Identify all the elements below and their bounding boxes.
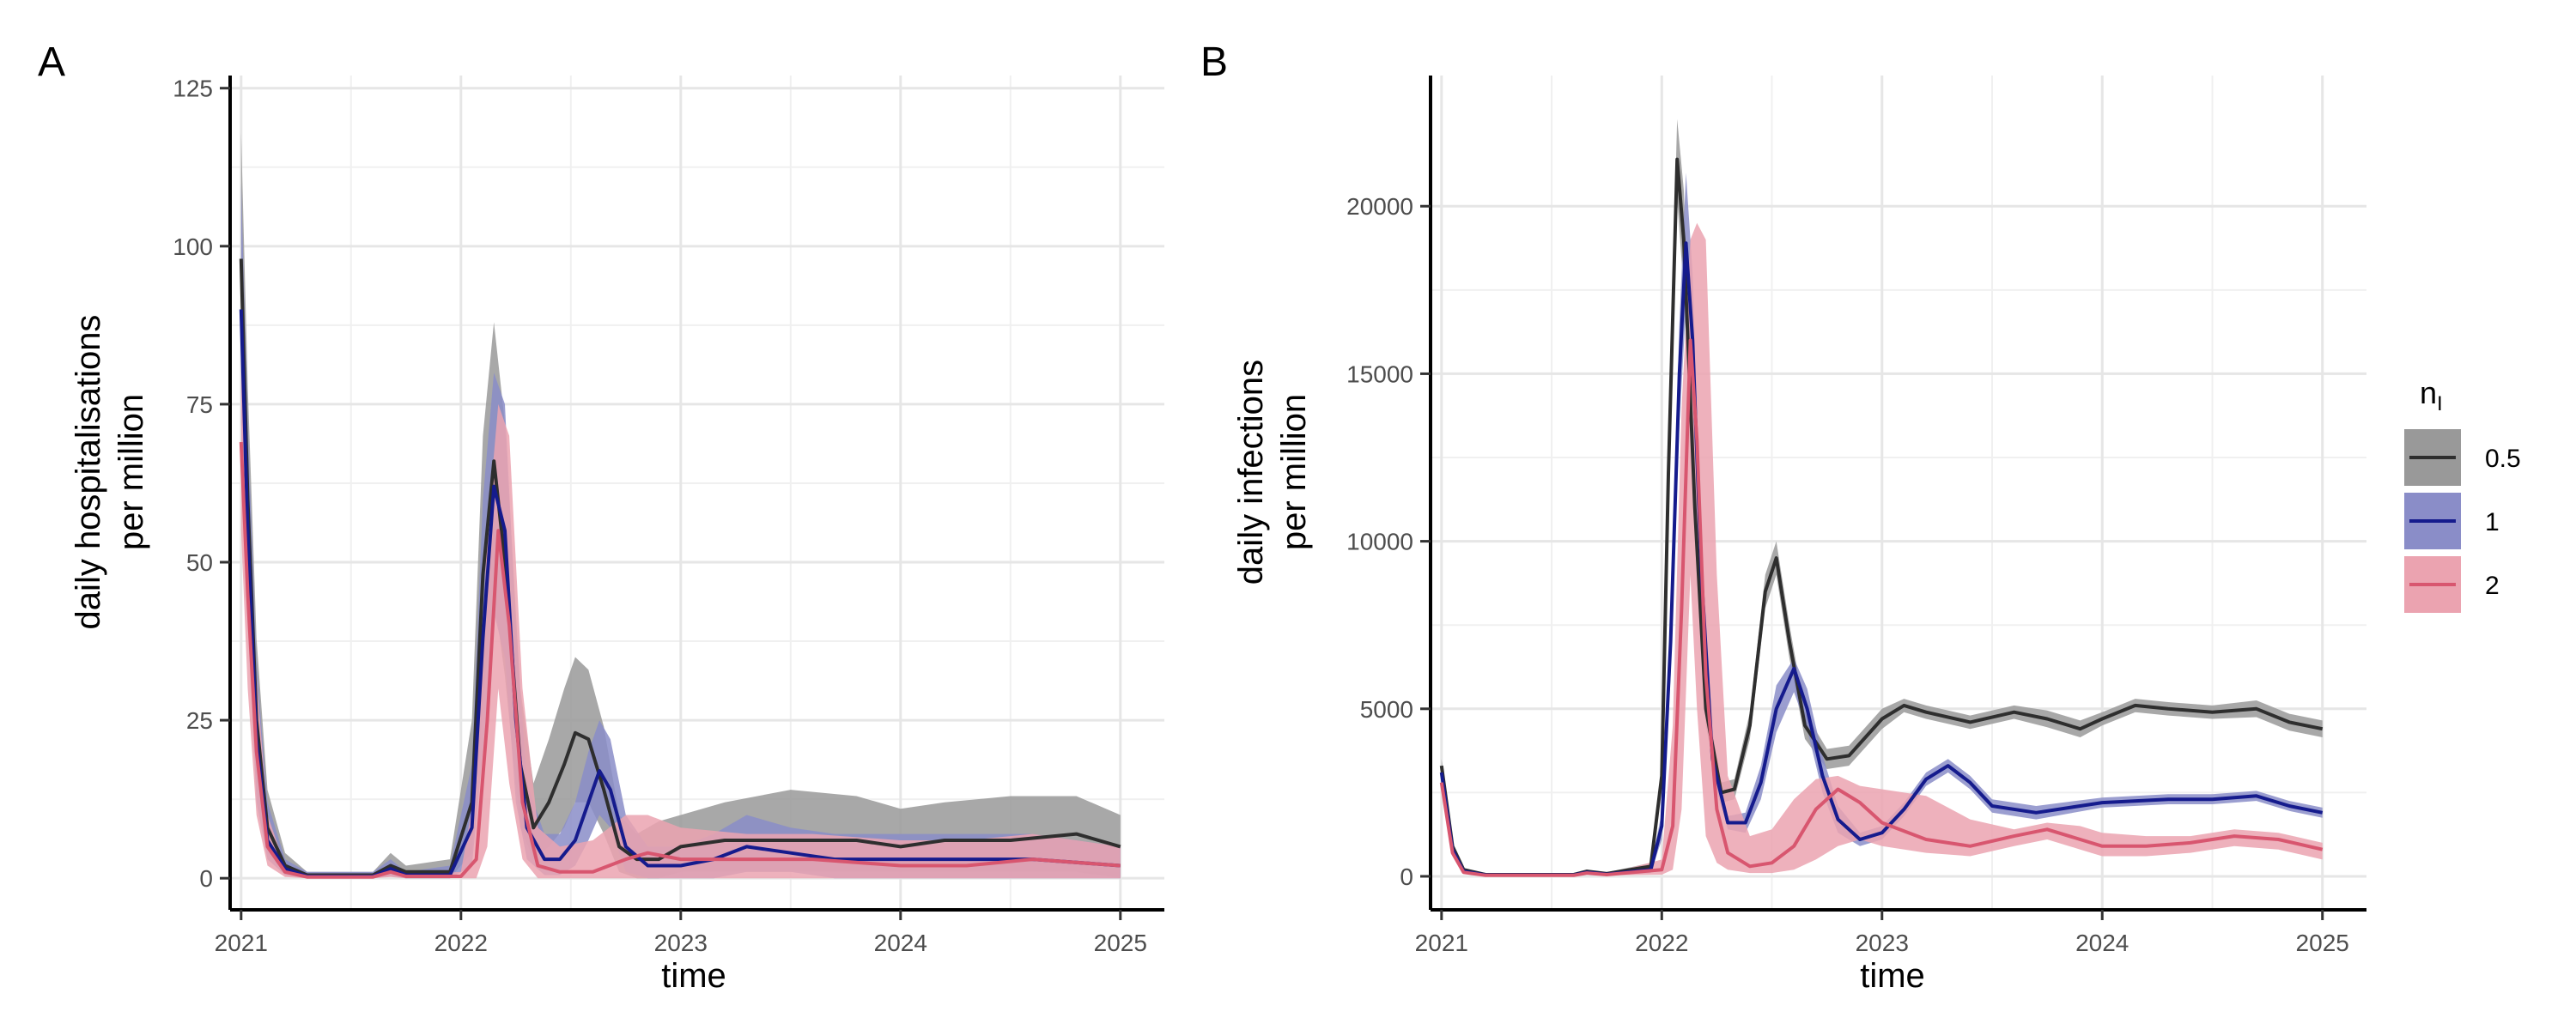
x-tick-label: 2021 [215,930,268,956]
panel-a-y-ticks: 0 25 50 75 100 125 [173,76,230,892]
panel-b-x-axis-title: time [1860,957,1925,995]
panel-b-y-title-line-2: per million [1275,394,1313,550]
x-tick-label: 2023 [1856,930,1909,956]
y-tick-label: 15000 [1346,360,1413,387]
line-series-2 [1439,338,2324,877]
panel-a: A 2021 2022 2023 2024 2025 0 25 50 75 100 125 tim… [38,39,1164,995]
legend: nI 0.5 1 2 [2404,375,2521,613]
y-tick-label: 20000 [1346,193,1413,220]
x-tick-label: 2025 [1094,930,1147,956]
panel-a-ribbons [240,132,1121,879]
panel-b-tag: B [1200,39,1228,85]
y-tick-label: 125 [173,76,213,102]
y-tick-label: 5000 [1360,696,1413,723]
panel-a-x-ticks: 2021 2022 2023 2024 2025 [215,910,1147,956]
y-tick-label: 50 [186,549,213,576]
x-tick-label: 2025 [2296,930,2349,956]
line-series-2 [239,442,1121,879]
x-tick-label: 2022 [1635,930,1688,956]
y-tick-label: 0 [1400,863,1413,890]
legend-label-0-5: 0.5 [2485,445,2521,473]
ribbon-series-0-5 [240,132,1121,879]
x-tick-label: 2022 [434,930,488,956]
panel-a-y-title-line-1: daily hospitalisations [70,315,107,630]
legend-label-2: 2 [2485,572,2500,600]
x-tick-label: 2024 [2075,930,2129,956]
panel-b-lines [1439,157,2324,877]
panel-a-y-axis-title: daily hospitalisations per million [70,315,150,630]
legend-title-subscript: I [2437,392,2443,415]
panel-b-x-ticks: 2021 2022 2023 2024 2025 [1415,910,2349,956]
x-tick-label: 2024 [874,930,927,956]
x-tick-label: 2023 [654,930,708,956]
legend-title: nI [2420,375,2443,415]
panel-a-x-axis-title: time [661,957,726,995]
panel-b-ribbons [1441,118,2323,876]
panel-b: B 2021 2022 2023 2024 2025 0 5000 10000 15000 20… [1200,39,2366,995]
x-tick-label: 2021 [1415,930,1468,956]
panel-b-y-axis-title: daily infections per million [1232,360,1313,585]
legend-label-1: 1 [2485,508,2500,536]
ribbon-series-0-5 [1441,118,2323,876]
panel-a-tag: A [38,39,65,85]
panel-b-y-ticks: 0 5000 10000 15000 20000 [1346,193,1431,890]
panel-a-axes [228,76,1164,912]
panel-a-lines [239,258,1121,879]
legend-title-base: n [2420,375,2437,410]
panel-a-grid [230,76,1164,910]
panel-b-y-title-line-1: daily infections [1232,360,1270,585]
y-tick-label: 100 [173,233,213,260]
panel-b-axes [1429,76,2366,912]
y-tick-label: 25 [186,707,213,734]
y-tick-label: 0 [199,865,213,892]
y-tick-label: 10000 [1346,529,1413,555]
panel-a-y-title-line-2: per million [112,394,150,550]
y-tick-label: 75 [186,391,213,418]
legend-keys: 0.5 1 2 [2404,429,2521,613]
